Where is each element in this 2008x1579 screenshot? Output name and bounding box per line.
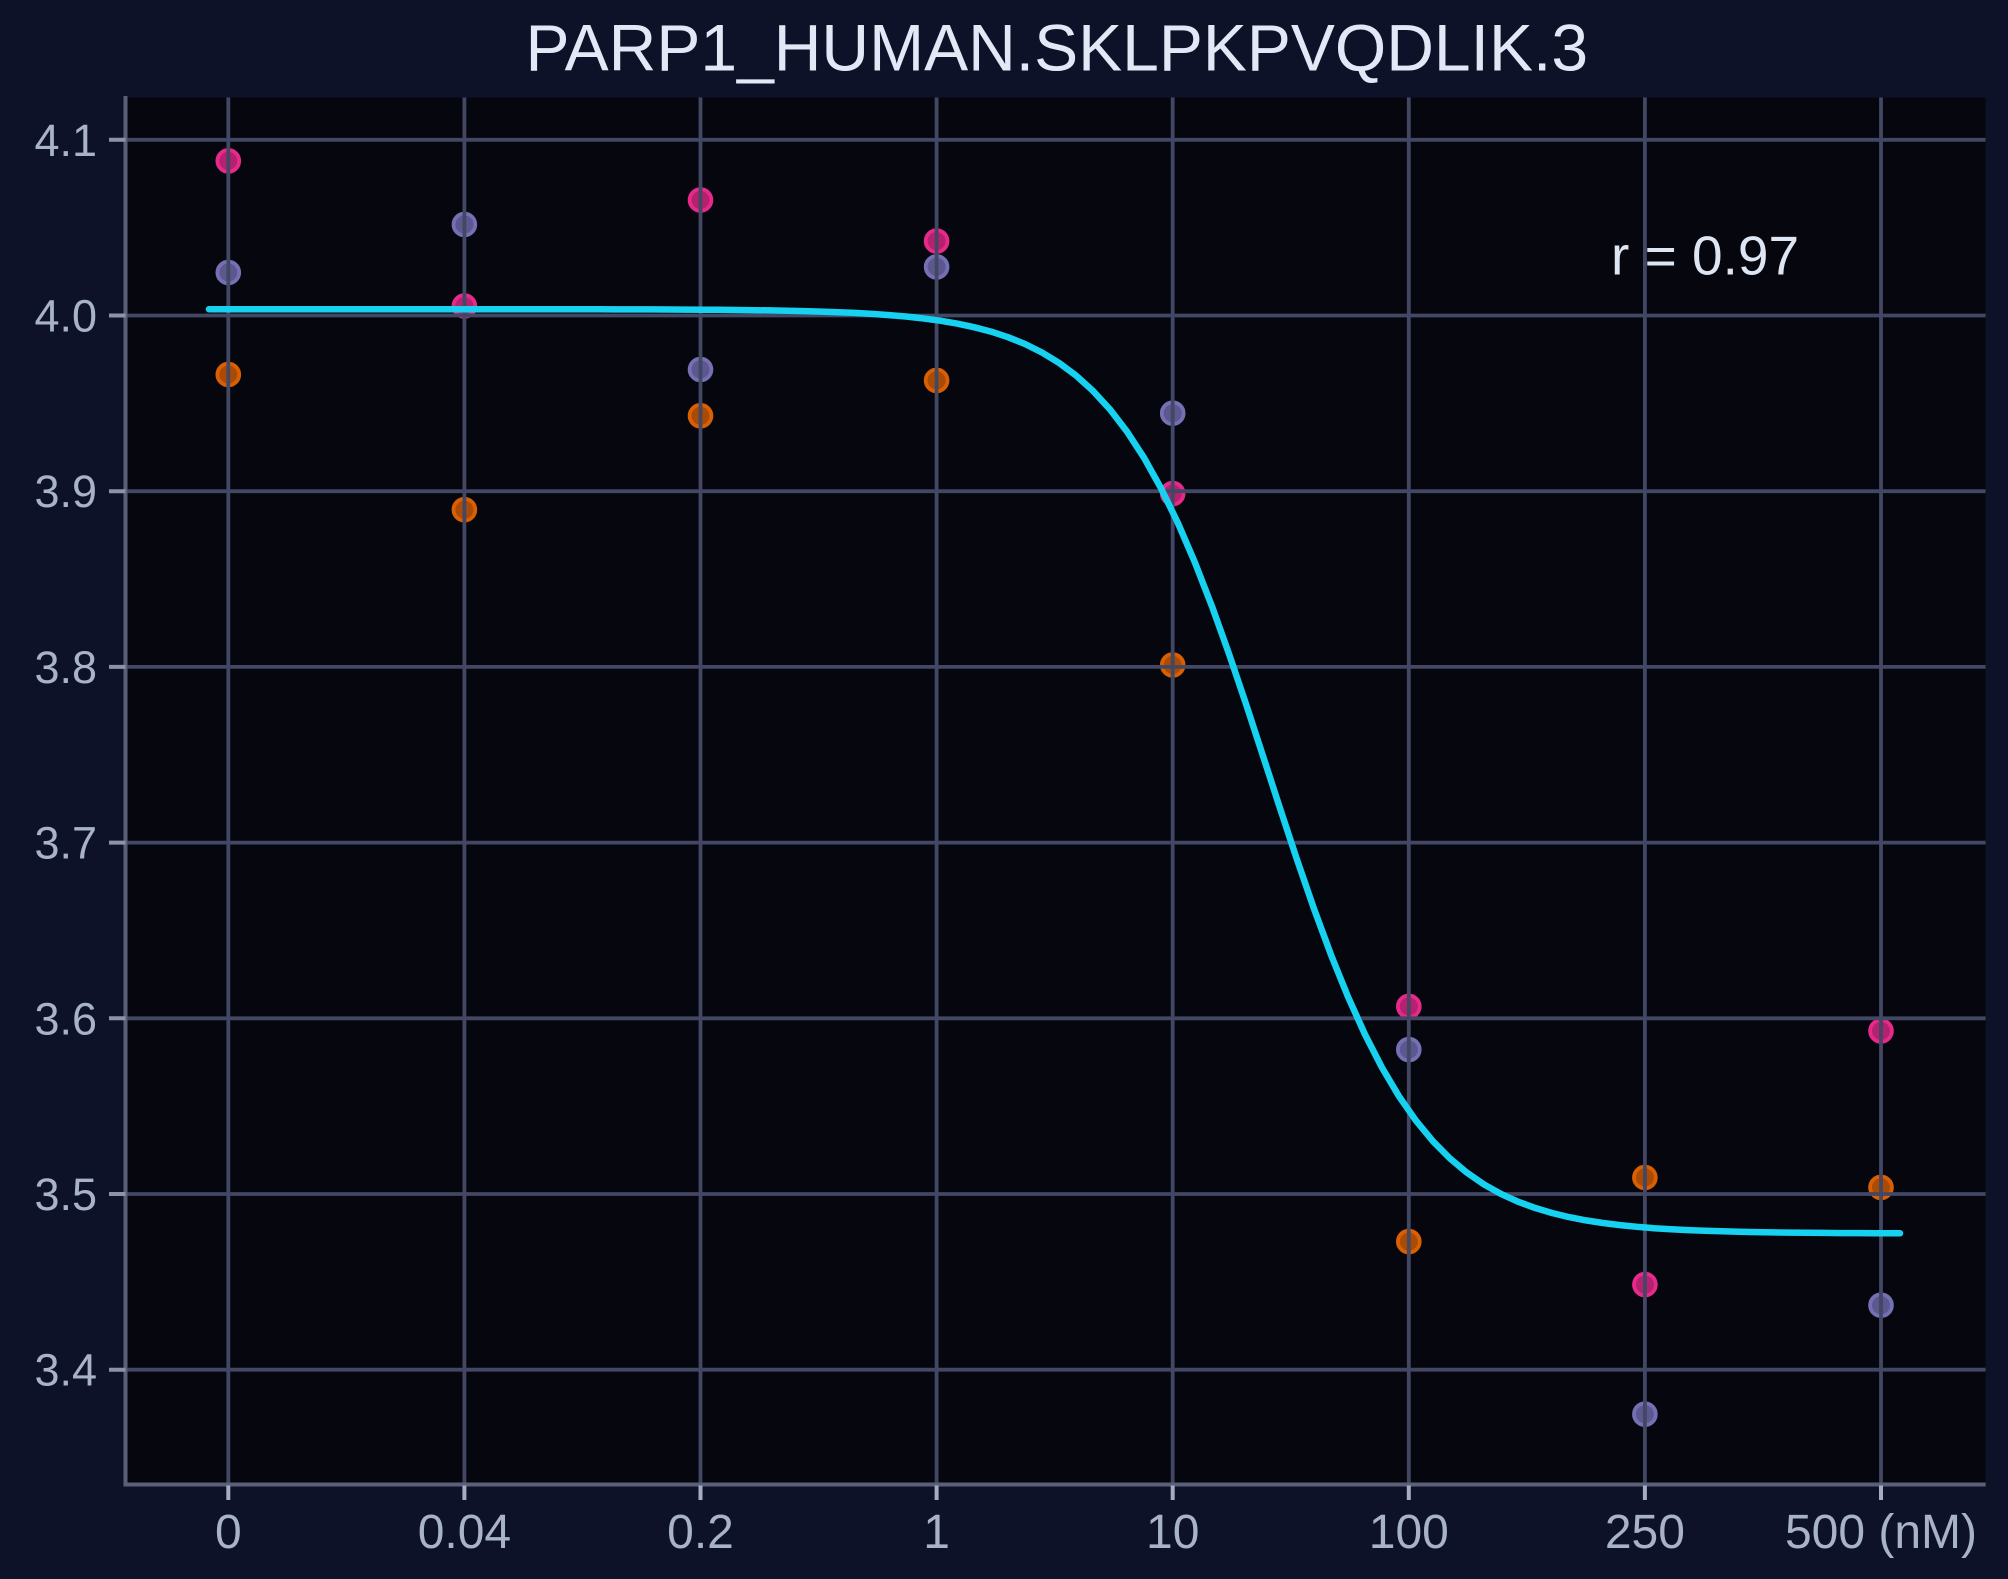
- svg-text:3.6: 3.6: [34, 993, 97, 1044]
- svg-text:3.5: 3.5: [34, 1169, 97, 1220]
- svg-text:r = 0.97: r = 0.97: [1611, 225, 1799, 287]
- svg-text:4.1: 4.1: [34, 115, 97, 166]
- svg-text:3.8: 3.8: [34, 642, 97, 693]
- svg-text:10: 10: [1146, 1506, 1199, 1559]
- svg-text:1: 1: [923, 1506, 950, 1559]
- svg-text:0: 0: [215, 1506, 242, 1559]
- svg-text:3.7: 3.7: [34, 818, 97, 869]
- svg-text:3.4: 3.4: [34, 1345, 97, 1396]
- svg-text:0.04: 0.04: [418, 1506, 511, 1559]
- svg-text:100: 100: [1369, 1506, 1449, 1559]
- svg-text:0.2: 0.2: [667, 1506, 734, 1559]
- svg-text:PARP1_HUMAN.SKLPKPVQDLIK.3: PARP1_HUMAN.SKLPKPVQDLIK.3: [526, 11, 1589, 85]
- svg-text:4.0: 4.0: [34, 291, 97, 342]
- svg-text:3.9: 3.9: [34, 466, 97, 517]
- svg-text:250: 250: [1605, 1506, 1685, 1559]
- svg-text:500 (nM): 500 (nM): [1785, 1506, 1977, 1559]
